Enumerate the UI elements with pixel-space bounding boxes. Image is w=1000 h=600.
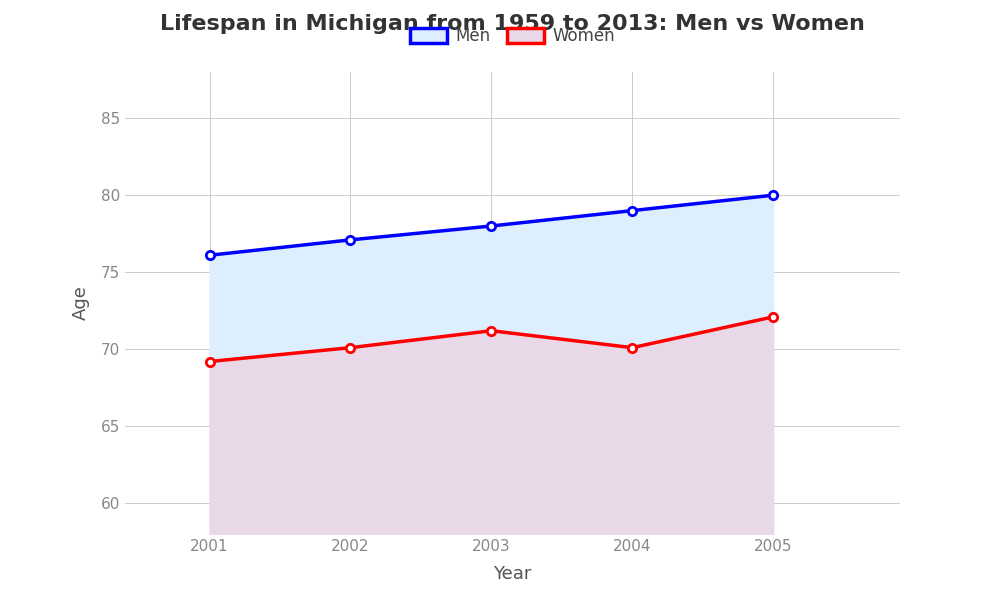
Title: Lifespan in Michigan from 1959 to 2013: Men vs Women: Lifespan in Michigan from 1959 to 2013: …	[160, 14, 865, 34]
Legend: Men, Women: Men, Women	[404, 20, 621, 52]
Y-axis label: Age: Age	[72, 286, 90, 320]
X-axis label: Year: Year	[493, 565, 532, 583]
